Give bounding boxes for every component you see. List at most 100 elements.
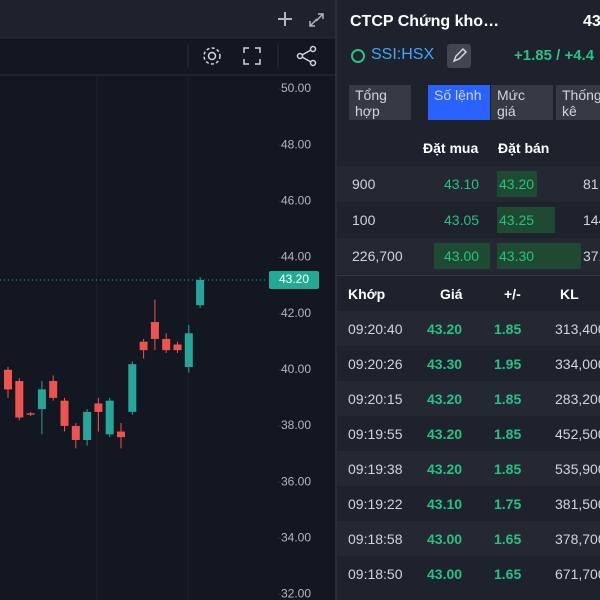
ask-volume: 81: [583, 176, 599, 192]
candle-body: [128, 364, 137, 412]
order-header: Đặt mua: [423, 140, 479, 156]
trade-change: 1.65: [494, 566, 522, 582]
order-row-bg: [337, 166, 600, 202]
candle-body: [162, 338, 171, 351]
candle-body: [49, 381, 58, 398]
bid-volume: 100: [352, 212, 376, 228]
candle-body: [105, 400, 114, 435]
stock-title: CTCP Chứng kho…: [350, 13, 500, 30]
trade-volume: 313,400: [555, 321, 600, 337]
trade-price: 43.30: [427, 356, 463, 372]
candle-body: [139, 341, 148, 351]
candle-body: [83, 411, 92, 440]
trade-time: 09:18:50: [348, 566, 403, 582]
tab[interactable]: Tổng hợp: [349, 85, 411, 120]
edit-icon: [452, 47, 468, 63]
settings-button[interactable]: [203, 47, 221, 65]
trade-change: 1.85: [494, 426, 522, 442]
trade-header: +/-: [504, 286, 521, 302]
tab[interactable]: Mức giá: [491, 85, 553, 120]
y-tick-label: 38.00: [281, 418, 311, 432]
trade-change: 1.65: [494, 531, 522, 547]
trade-price: 43.20: [427, 391, 463, 407]
candle-body: [196, 279, 205, 306]
stock-price: 43: [583, 13, 600, 30]
candle-body: [173, 344, 182, 351]
order-row-bg: [337, 202, 600, 238]
chart: 50.00 48.00 46.00 44.00 42.00 40.00 38.00 36.00…: [0, 0, 337, 600]
bid-volume: 226,700: [352, 248, 403, 264]
toolbar: [0, 38, 337, 75]
bid-price: 43.10: [444, 176, 480, 192]
trade-time: 09:19:55: [348, 426, 403, 442]
trade-header: Giá: [440, 286, 463, 302]
candle-body: [15, 381, 24, 418]
candle-body: [117, 431, 125, 438]
bid-volume: 900: [352, 176, 376, 192]
edit-button[interactable]: [447, 44, 471, 68]
trade-change: 1.85: [494, 391, 522, 407]
y-tick-label: 32.00: [281, 587, 311, 600]
tab[interactable]: Thống kê: [556, 85, 600, 120]
ask-price: 43.20: [499, 176, 535, 192]
trade-time: 09:20:40: [348, 321, 403, 337]
candle-body: [26, 413, 35, 415]
ask-depth: [497, 171, 537, 197]
status-icon: [351, 49, 365, 63]
trade-row-bg: [337, 556, 600, 591]
y-tick-label: 34.00: [281, 530, 311, 544]
order-header: Đặt bán: [498, 140, 550, 156]
trade-change: 1.75: [494, 496, 522, 512]
trade-time: 09:19:22: [348, 496, 403, 512]
candle-body: [60, 400, 69, 426]
y-tick-label: 46.00: [281, 194, 311, 208]
ask-volume: 144: [583, 212, 600, 228]
trade-time: 09:19:38: [348, 461, 403, 477]
y-tick-label: 36.00: [281, 474, 311, 488]
tab[interactable]: Số lệnh: [428, 85, 490, 120]
y-tick-label: 42.00: [281, 306, 311, 320]
divider: [337, 275, 600, 276]
share-button[interactable]: [296, 45, 317, 67]
expand-button[interactable]: [309, 13, 324, 27]
trade-row-bg: [337, 346, 600, 381]
bid-price: 43.05: [444, 212, 480, 228]
ask-depth: [497, 207, 555, 233]
trade-change: 1.95: [494, 356, 522, 372]
ask-price: 43.30: [499, 248, 535, 264]
candle-body: [94, 403, 103, 412]
trade-volume: 535,900: [555, 461, 600, 477]
trade-volume: 381,500: [555, 496, 600, 512]
candle-body: [4, 369, 12, 390]
trade-price: 43.20: [427, 461, 463, 477]
trade-price: 43.20: [427, 426, 463, 442]
last-price-label: 43.20: [279, 272, 309, 286]
ask-volume: 371: [583, 248, 600, 264]
trade-price: 43.00: [427, 531, 463, 547]
y-tick-label: 48.00: [281, 137, 311, 151]
trade-price: 43.20: [427, 321, 463, 337]
y-tick-label: 50.00: [281, 81, 311, 95]
change: +1.85 / +4.4: [514, 47, 595, 64]
y-tick-label: 40.00: [281, 362, 311, 376]
trade-volume: 378,700: [555, 531, 600, 547]
trade-time: 09:20:15: [348, 391, 403, 407]
symbol: SSI:HSX: [371, 46, 435, 63]
trade-header: Khớp: [348, 286, 386, 302]
candle-body: [71, 425, 80, 440]
trade-price: 43.00: [427, 566, 463, 582]
trade-volume: 334,000: [555, 356, 600, 372]
trade-price: 43.10: [427, 496, 463, 512]
candle-body: [184, 333, 193, 367]
add-button[interactable]: [278, 12, 292, 26]
trade-change: 1.85: [494, 461, 522, 477]
trade-row-bg: [337, 311, 600, 346]
candle-body: [37, 389, 46, 410]
fullscreen-button[interactable]: [243, 47, 261, 65]
quote-panel: CTCP Chứng kho… 43 SSI:HSX +1.85 / +4.4 Tổng…: [337, 0, 600, 600]
trade-header: KL: [560, 286, 579, 302]
trade-row-bg: [337, 486, 600, 521]
trade-volume: 452,500: [555, 426, 600, 442]
trade-time: 09:20:26: [348, 356, 403, 372]
